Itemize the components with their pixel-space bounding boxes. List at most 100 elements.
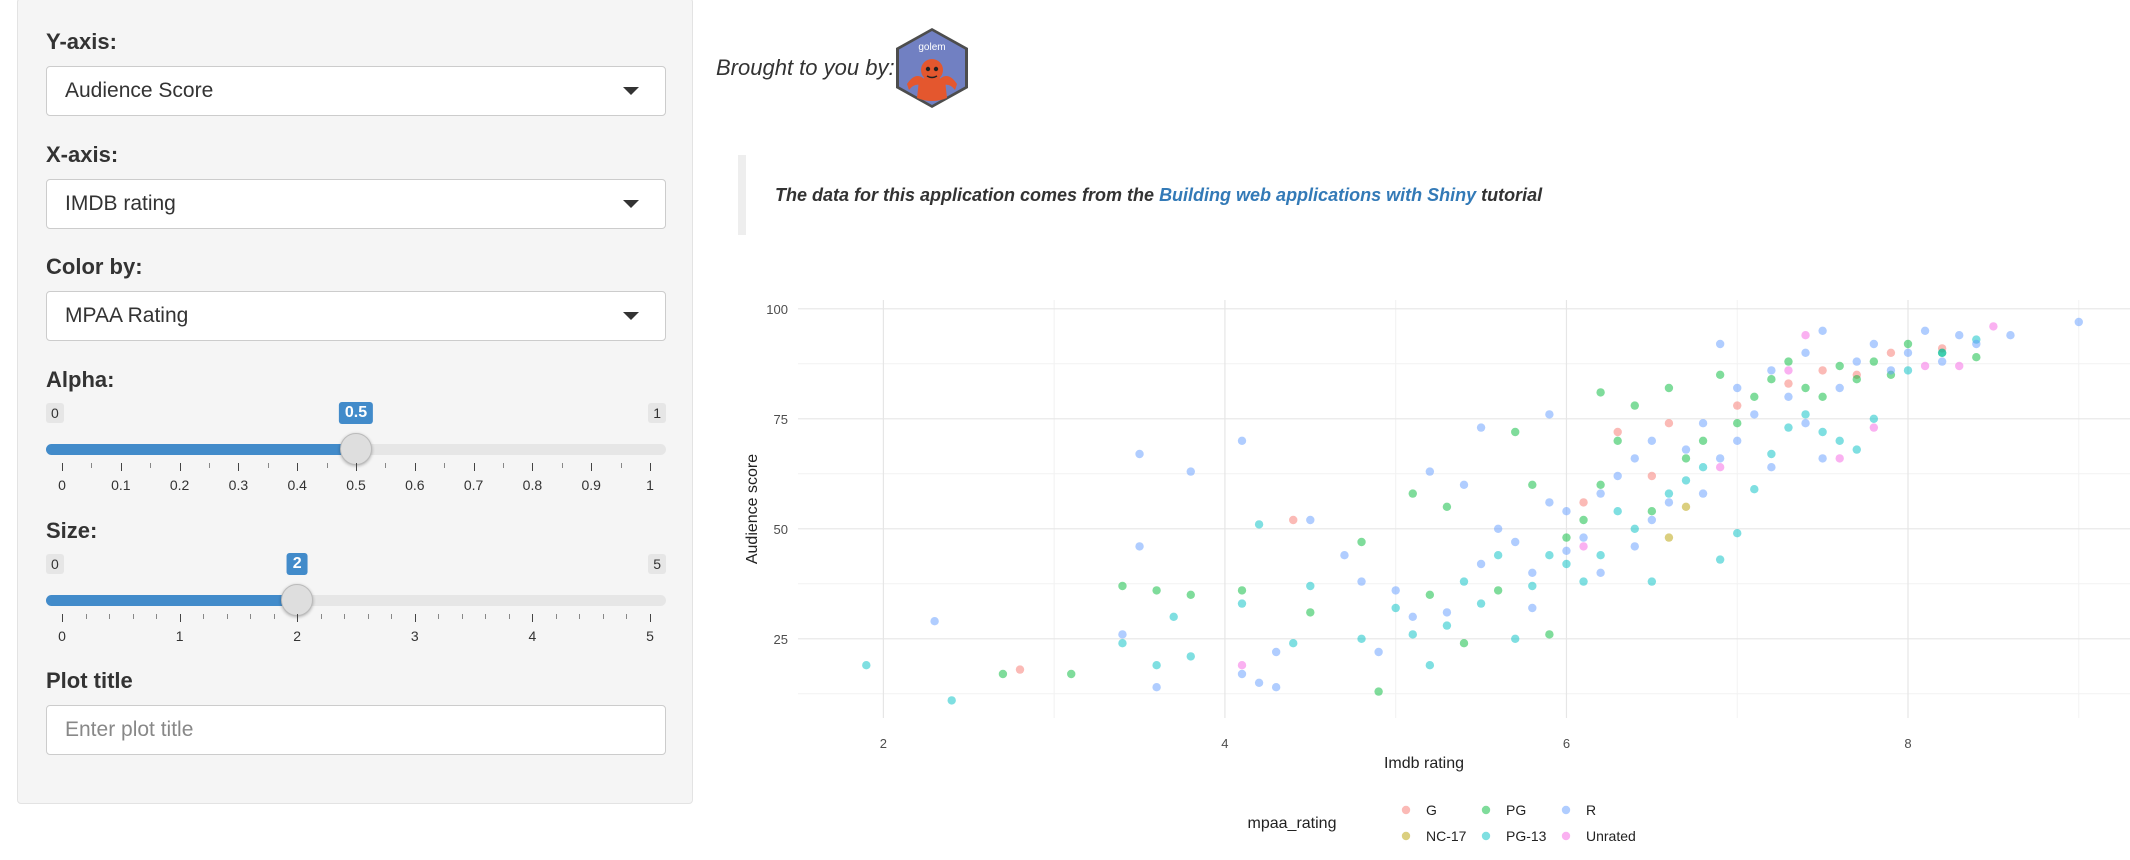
slider-major-tick [650,463,651,471]
data-point [1579,533,1588,542]
x-axis-select[interactable]: IMDB rating [46,179,666,229]
size-slider[interactable]: 0 5 2 0 1 2 3 4 5 [46,553,666,654]
data-point [1767,463,1776,472]
data-point [1067,669,1076,679]
slider-track[interactable] [46,595,666,606]
data-point [1681,454,1691,463]
data-point [1408,489,1417,498]
data-point [1528,480,1537,489]
data-point [1750,485,1759,494]
slider-minor-tick [91,463,93,468]
plot-title-input[interactable] [46,705,666,755]
data-point [1493,551,1503,560]
alpha-label: Alpha: [46,367,115,392]
slider-minor-tick [150,463,152,468]
data-point [1562,559,1571,569]
data-point [1920,326,1930,335]
y-axis-select-value: Audience Score [65,79,214,102]
data-point [1391,586,1400,595]
x-axis-label: X-axis: [46,142,119,167]
data-point [1357,537,1366,547]
data-point [1869,414,1879,423]
data-point [1408,612,1417,621]
slider-ticks: 0 0.1 0.2 0.3 0.4 0.5 0.6 0.7 0.8 0.9 1 [46,463,666,503]
data-point [1374,647,1383,657]
data-point [1733,436,1742,445]
slider-handle[interactable] [340,433,372,465]
slider-tick-label: 2 [293,628,302,644]
data-point [1579,498,1588,507]
data-point [1715,370,1725,379]
data-point [1750,410,1759,419]
slider-tick-label: 5 [646,628,654,644]
legend-label: Unrated [1586,828,1636,844]
data-point [1340,551,1349,560]
data-point [1459,480,1469,489]
alpha-slider[interactable]: 0 1 0.5 0 0.1 0.2 0.3 0.4 0.5 0.6 0.7 0.8 0.9 1 [46,402,666,503]
x-tick-label: 2 [880,736,887,751]
slider-tick-label: 0 [58,628,66,644]
data-point [1989,322,1998,331]
data-point [1596,388,1605,397]
data-point [1152,586,1161,595]
data-point [1425,590,1435,599]
slider-value-label: 0.5 [338,402,374,424]
slider-major-tick [238,463,240,471]
slider-minor-tick [203,614,205,619]
slider-minor-tick [555,614,557,619]
data-point [1374,687,1383,696]
data-point [1784,392,1793,401]
data-point [1664,533,1674,542]
data-point [1562,533,1571,542]
data-point [1459,639,1469,648]
slider-major-tick [356,463,357,471]
logo-text: golem [918,42,945,53]
legend-key [1481,831,1491,841]
slider-minor-tick [250,614,252,619]
slider-tick-label: 0.1 [111,477,131,493]
slider-handle[interactable] [281,584,314,616]
data-point [1152,683,1161,692]
data-point [1442,608,1452,617]
slider-major-tick [62,614,63,622]
data-point [1391,603,1400,613]
data-point [1835,383,1844,393]
slider-minor-tick [503,463,504,468]
data-point [1715,555,1725,564]
data-point [1955,361,1964,371]
data-point [1511,427,1520,437]
chevron-down-icon [623,200,639,208]
color-by-select[interactable]: MPAA Rating [46,291,666,341]
y-tick-label: 100 [766,302,788,317]
data-point [1442,621,1452,630]
shiny-tutorial-link[interactable]: Building web applications with Shiny [1159,185,1477,205]
y-axis-select[interactable]: Audience Score [46,66,666,116]
note-suffix: tutorial [1476,185,1543,205]
data-point [1613,471,1622,481]
data-point [1476,423,1486,432]
data-point [1528,603,1537,613]
slider-tick-label: 0.2 [169,477,190,493]
data-point [1733,419,1742,428]
slider-minor-tick [444,463,446,468]
slider-tick-label: 0 [58,477,66,493]
data-point [1357,634,1366,643]
data-point [1784,366,1793,375]
slider-minor-tick [620,463,622,468]
data-point [1647,577,1657,586]
data-point [1903,348,1913,357]
data-point [1596,489,1605,498]
data-point [1647,471,1657,481]
data-point [1664,489,1674,498]
slider-minor-tick [391,614,393,619]
data-point [1647,515,1657,525]
data-point [1818,326,1827,335]
data-point [1698,489,1708,498]
data-point [1698,463,1708,472]
data-point [1835,454,1844,463]
data-point [1579,542,1588,551]
legend-label: R [1586,802,1596,818]
data-point [2006,331,2015,340]
data-point [1408,630,1417,639]
data-point [2074,317,2083,327]
